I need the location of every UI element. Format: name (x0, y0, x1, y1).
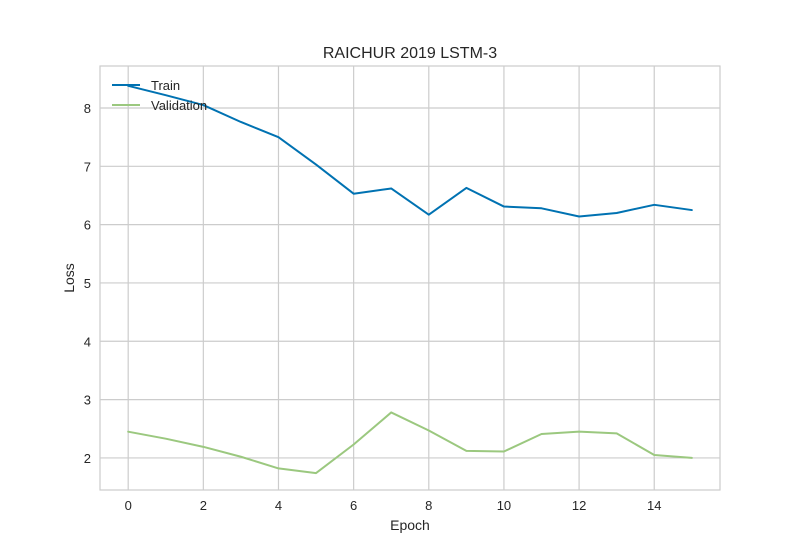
y-gridlines (100, 107, 720, 459)
chart-title: RAICHUR 2019 LSTM-3 (323, 45, 497, 62)
legend-label-train: Train (151, 78, 180, 93)
y-tick-label: 2 (84, 451, 91, 466)
legend: Train Validation (112, 78, 207, 113)
y-axis-label: Loss (61, 263, 77, 293)
series-line-validation (127, 411, 693, 475)
x-tick-label: 8 (425, 498, 432, 513)
plot-frame (99, 65, 721, 491)
y-tick-labels: 2 3 4 5 6 7 8 (84, 101, 91, 466)
x-tick-label: 2 (200, 498, 207, 513)
x-axis-label: Epoch (390, 517, 430, 533)
x-tick-label: 0 (125, 498, 132, 513)
series-lines (127, 84, 693, 475)
x-tick-label: 6 (350, 498, 357, 513)
y-tick-label: 7 (84, 159, 91, 174)
x-tick-label: 14 (647, 498, 661, 513)
y-tick-label: 8 (84, 101, 91, 116)
x-tick-label: 4 (275, 498, 282, 513)
x-tick-label: 10 (497, 498, 511, 513)
plot-area (100, 66, 720, 490)
x-tick-labels: 0 2 4 6 8 10 12 14 (125, 498, 662, 513)
y-tick-label: 6 (84, 218, 91, 233)
y-tick-label: 3 (84, 393, 91, 408)
series-line-train (127, 84, 693, 218)
x-tick-label: 12 (572, 498, 586, 513)
legend-label-validation: Validation (151, 98, 207, 113)
y-tick-label: 5 (84, 276, 91, 291)
y-tick-label: 4 (84, 334, 91, 349)
